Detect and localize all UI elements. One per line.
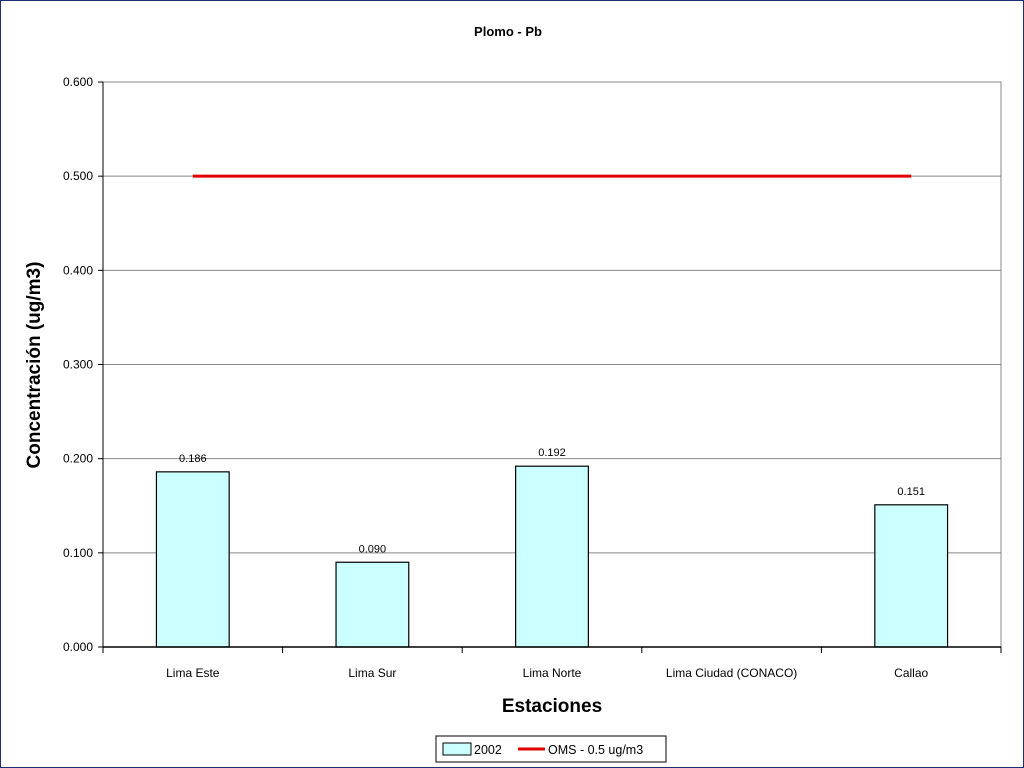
bar-2002 xyxy=(515,465,589,648)
y-axis-ticks: 0.000 0.100 0.200 0.300 0.400 0.500 0.600 xyxy=(63,75,103,654)
bars: 0.186 0.090 0.192 0.151 xyxy=(155,447,949,648)
x-tick-label: Lima Norte xyxy=(523,666,582,680)
legend: 2002 OMS - 0.5 ug/m3 xyxy=(435,735,667,763)
y-axis-title: Concentración (ug/m3) xyxy=(24,262,45,469)
bar-data-label: 0.186 xyxy=(179,453,207,465)
x-tick-label: Lima Este xyxy=(166,666,220,680)
y-tick-label: 0.100 xyxy=(63,546,93,560)
bar-data-label: 0.090 xyxy=(359,543,387,555)
y-tick-label: 0.000 xyxy=(63,640,93,654)
bar-2002 xyxy=(335,561,410,648)
y-tick-label: 0.600 xyxy=(63,75,93,89)
legend-label-2002: 2002 xyxy=(474,743,502,757)
x-tick-label: Lima Ciudad (CONACO) xyxy=(666,666,797,680)
x-axis-ticks: Lima Este Lima Sur Lima Norte Lima Ciudad (… xyxy=(102,647,1002,680)
chart-title: Plomo - Pb xyxy=(474,24,542,39)
y-tick-label: 0.400 xyxy=(63,263,93,277)
bar-data-label: 0.192 xyxy=(538,447,566,459)
legend-swatch-2002 xyxy=(442,742,472,756)
legend-box xyxy=(435,735,667,763)
y-tick-label: 0.500 xyxy=(63,169,93,183)
bar-2002 xyxy=(874,504,949,648)
x-tick-label: Lima Sur xyxy=(348,666,396,680)
bar-data-label: 0.151 xyxy=(897,486,925,498)
x-tick-label: Callao xyxy=(894,666,928,680)
x-axis-title: Estaciones xyxy=(502,696,602,717)
bar-2002 xyxy=(155,471,230,648)
legend-label-oms: OMS - 0.5 ug/m3 xyxy=(548,743,643,757)
y-tick-label: 0.200 xyxy=(63,452,93,466)
y-tick-label: 0.300 xyxy=(63,358,93,372)
